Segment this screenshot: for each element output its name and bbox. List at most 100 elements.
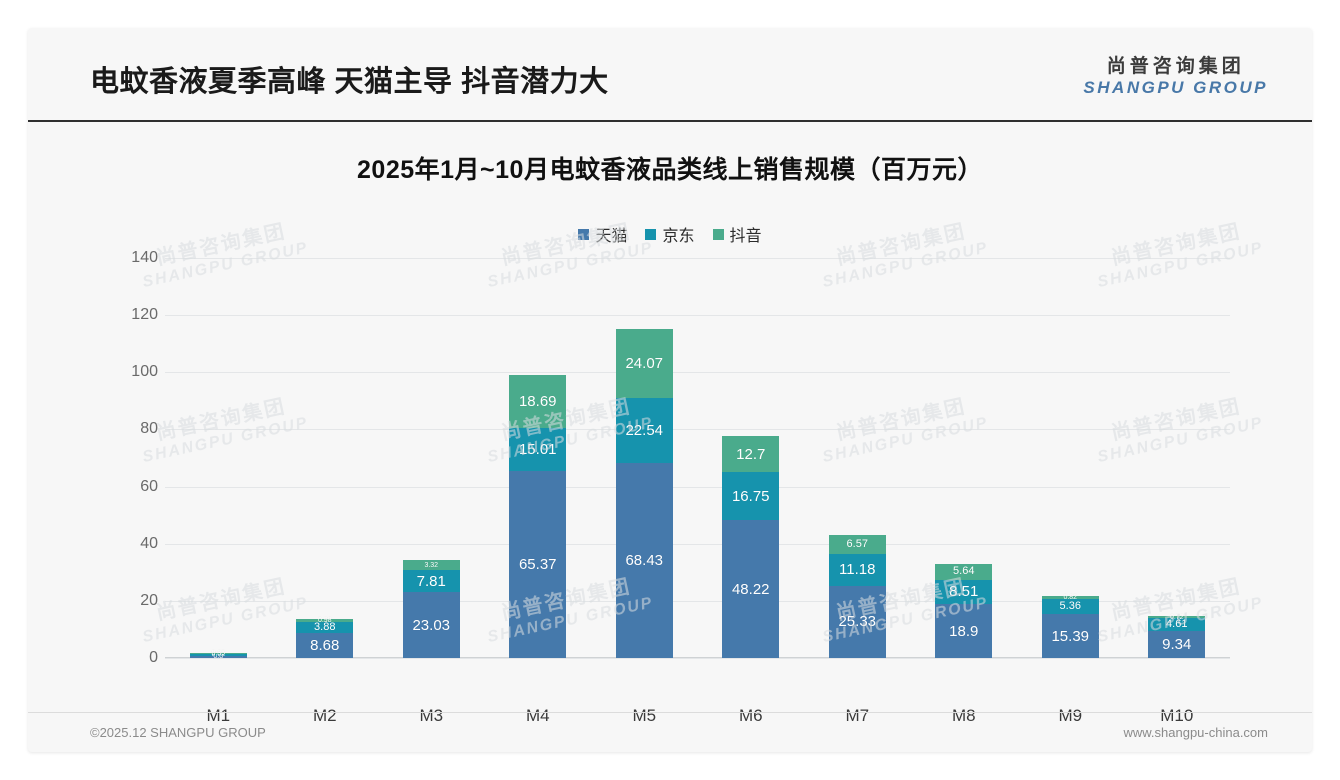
- bar-value-label: 5.36: [1059, 599, 1081, 612]
- bar-segment-京东[interactable]: 15.01: [509, 428, 567, 472]
- bar-value-label: 0.35: [211, 649, 226, 657]
- bar-stack-M5[interactable]: 68.43 22.54 24.07: [615, 329, 673, 658]
- bar-value-label: 0.98: [317, 617, 332, 625]
- chart-legend: 天猫 京东 抖音: [90, 222, 1250, 246]
- y-gridline: [165, 315, 1230, 317]
- y-axis-tick-label: 60: [140, 477, 158, 495]
- bar-segment-京东[interactable]: 16.75: [722, 472, 780, 521]
- bar-stack-M8[interactable]: 18.9 8.51 5.64: [935, 563, 993, 658]
- bar-value-label: 0.82: [1063, 594, 1078, 602]
- legend-item-京东[interactable]: 京东: [645, 222, 695, 246]
- bar-stack-M3[interactable]: 23.03 7.81 3.32: [402, 560, 460, 658]
- x-axis-tick-label: M4: [525, 706, 550, 725]
- bar-value-label: 22.54: [625, 421, 664, 439]
- copyright-text: ©2025.12 SHANGPU GROUP: [90, 725, 266, 740]
- bar-stack-M9[interactable]: 15.39 5.36 0.82: [1041, 594, 1099, 658]
- bar-value-label: 0.72: [1169, 613, 1184, 621]
- legend-swatch-icon: [578, 228, 590, 240]
- legend-swatch-icon: [645, 228, 657, 240]
- bar-segment-天猫[interactable]: 65.37: [509, 471, 567, 658]
- bar-segment-天猫[interactable]: 8.68: [296, 633, 354, 658]
- y-axis-tick-label: 140: [131, 249, 158, 266]
- bar-segment-抖音[interactable]: 5.64: [935, 563, 993, 580]
- bar-segment-天猫[interactable]: 0.8: [189, 653, 247, 660]
- slide-canvas: 电蚊香液夏季高峰 天猫主导 抖音潜力大 尚普咨询集团 SHANGPU GROUP…: [28, 28, 1312, 752]
- bar-value-label: 8.51: [949, 583, 979, 601]
- bar-segment-京东[interactable]: 22.54: [615, 398, 673, 463]
- bar-segment-京东[interactable]: 7.81: [402, 569, 460, 593]
- bar-segment-抖音[interactable]: 12.7: [722, 436, 780, 473]
- y-axis-tick-label: 120: [131, 306, 158, 324]
- y-gridline: [165, 543, 1230, 545]
- bar-segment-抖音[interactable]: 0.72: [1148, 613, 1206, 621]
- bar-segment-抖音[interactable]: 0.98: [296, 617, 354, 625]
- bar-value-label: 8.68: [310, 637, 340, 655]
- bar-stack-M6[interactable]: 48.22 16.75 12.7: [722, 436, 780, 658]
- bar-value-label: 7.81: [416, 572, 446, 590]
- website-text: www.shangpu-china.com: [1123, 725, 1268, 740]
- y-axis-tick-label: 100: [131, 363, 158, 381]
- bar-value-label: 12.7: [736, 445, 766, 463]
- bar-segment-抖音[interactable]: 24.07: [615, 329, 673, 399]
- x-axis-tick-label: M2: [312, 706, 337, 725]
- logo-english-text: SHANGPU GROUP: [1083, 77, 1268, 97]
- bar-segment-抖音[interactable]: 0.35: [189, 649, 247, 657]
- bar-segment-天猫[interactable]: 25.33: [828, 585, 886, 658]
- bar-segment-天猫[interactable]: 68.43: [615, 462, 673, 658]
- y-axis-tick-label: 80: [140, 420, 158, 438]
- bar-value-label: 68.43: [625, 551, 664, 569]
- y-axis-tick-label: 20: [140, 591, 158, 609]
- x-axis-line: [165, 657, 1230, 658]
- legend-item-抖音[interactable]: 抖音: [712, 222, 762, 246]
- bar-segment-抖音[interactable]: 18.69: [509, 374, 567, 429]
- bar-value-label: 4.61: [1166, 618, 1188, 631]
- bar-segment-天猫[interactable]: 18.9: [935, 604, 993, 658]
- bar-value-label: 15.39: [1051, 627, 1090, 645]
- bar-stack-M2[interactable]: 8.68 3.88 0.98: [296, 617, 354, 658]
- bar-segment-京东[interactable]: 5.36: [1041, 598, 1099, 615]
- bar-segment-天猫[interactable]: 23.03: [402, 592, 460, 658]
- x-axis-tick-label: M9: [1058, 706, 1083, 725]
- chart-plot-area: 0 20 40 60 80 100 120 140 0.8 0.62 0.35 M1 8.68 3.88 0…: [131, 249, 1230, 725]
- logo-chinese-text: 尚普咨询集团: [1106, 56, 1245, 77]
- page-title: 电蚊香液夏季高峰 天猫主导 抖音潜力大: [90, 66, 609, 98]
- x-axis-tick-label: M8: [951, 706, 976, 725]
- slide-header: 电蚊香液夏季高峰 天猫主导 抖音潜力大 尚普咨询集团 SHANGPU GROUP: [28, 28, 1312, 122]
- bar-segment-抖音[interactable]: 0.82: [1041, 594, 1099, 602]
- bar-segment-天猫[interactable]: 15.39: [1041, 614, 1099, 658]
- bar-value-label: 24.07: [625, 355, 664, 373]
- bar-value-label: 16.75: [731, 487, 770, 505]
- bar-value-label: 3.32: [424, 561, 439, 569]
- bar-value-label: 18.9: [949, 622, 979, 640]
- bar-stack-M1[interactable]: 0.8 0.62 0.35: [189, 649, 247, 660]
- legend-label: 京东: [662, 228, 695, 245]
- bar-stack-M4[interactable]: 65.37 15.01 18.69: [509, 374, 567, 658]
- x-axis-tick-label: M7: [845, 706, 870, 725]
- bar-value-label: 65.37: [518, 556, 557, 574]
- x-axis-tick-label: M1: [206, 706, 231, 725]
- brand-logo: 尚普咨询集团 SHANGPU GROUP: [1083, 56, 1268, 98]
- x-axis-tick-label: M6: [738, 706, 763, 725]
- bar-segment-京东[interactable]: 0.62: [189, 651, 247, 658]
- bar-value-label: 11.18: [839, 561, 876, 579]
- bar-segment-京东[interactable]: 11.18: [828, 553, 886, 586]
- bar-segment-天猫[interactable]: 9.34: [1148, 631, 1206, 658]
- bar-value-label: 5.64: [953, 565, 975, 578]
- bar-segment-抖音[interactable]: 6.57: [828, 534, 886, 554]
- x-axis-tick-label: M10: [1160, 706, 1194, 725]
- bar-value-label: 48.22: [731, 580, 770, 598]
- y-gridline: [165, 429, 1230, 431]
- chart-title: 2025年1月~10月电蚊香液品类线上销售规模（百万元）: [357, 156, 983, 184]
- bar-stack-M7[interactable]: 25.33 11.18 6.57: [828, 534, 886, 658]
- bar-segment-京东[interactable]: 8.51: [935, 579, 993, 604]
- bar-segment-天猫[interactable]: 48.22: [722, 520, 780, 658]
- bar-segment-京东[interactable]: 3.88: [296, 622, 354, 634]
- y-axis-tick-label: 0: [149, 649, 158, 666]
- slide-footer: ©2025.12 SHANGPU GROUP www.shangpu-china…: [28, 712, 1312, 752]
- legend-item-天猫[interactable]: 天猫: [578, 222, 627, 246]
- bar-segment-抖音[interactable]: 3.32: [402, 560, 460, 570]
- bar-stack-M10[interactable]: 9.34 4.61 0.72: [1148, 613, 1206, 658]
- y-gridline: [165, 658, 1230, 659]
- bar-value-label: 15.01: [518, 441, 557, 459]
- bar-segment-京东[interactable]: 4.61: [1148, 618, 1206, 632]
